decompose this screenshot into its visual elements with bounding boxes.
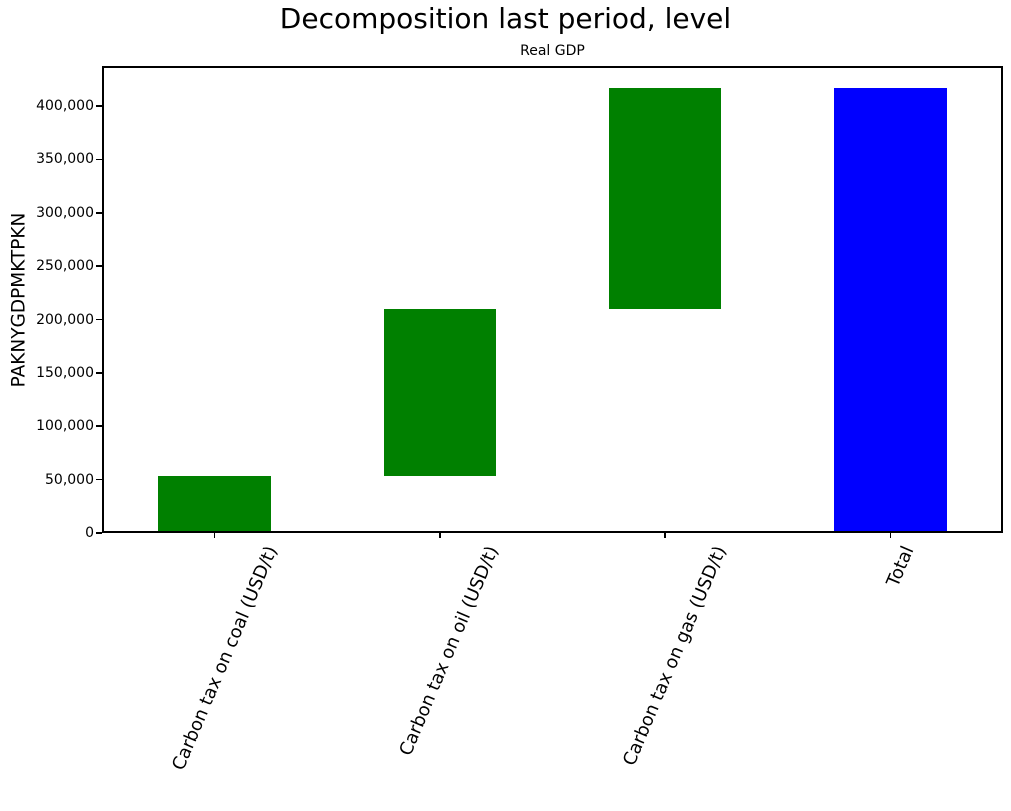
y-tick-label: 400,000 (36, 98, 94, 115)
x-tick-mark (889, 533, 892, 538)
x-tick-mark (439, 533, 441, 538)
x-tick-label-total: Total (882, 543, 918, 590)
chart-title: Decomposition last period, level (279, 2, 732, 35)
y-tick-mark (96, 318, 102, 321)
y-tick-label: 100,000 (36, 418, 94, 435)
y-tick-label: 200,000 (36, 311, 94, 328)
y-tick-mark (96, 158, 102, 161)
x-tick-mark (213, 533, 216, 538)
y-tick-label: 250,000 (36, 258, 94, 275)
y-tick-label: 150,000 (36, 364, 94, 381)
x-tick-mark (664, 533, 666, 538)
y-tick-mark (96, 478, 102, 481)
y-tick-label: 0 (85, 525, 94, 541)
x-tick-label-carbon-tax-on-gas-usd-t: Carbon tax on gas (USD/t) (619, 543, 731, 769)
bar-total (834, 87, 947, 533)
axes-title: Real GDP (520, 43, 585, 59)
x-tick-label-carbon-tax-on-coal-usd-t: Carbon tax on coal (USD/t) (167, 543, 282, 774)
x-tick-label-carbon-tax-on-oil-usd-t: Carbon tax on oil (USD/t) (395, 543, 503, 759)
plot-area (102, 66, 1003, 533)
bar-carbon-tax-on-gas-usd-t (608, 87, 722, 310)
y-tick-mark (96, 105, 102, 107)
y-tick-label: 300,000 (36, 204, 94, 221)
y-tick-label: 50,000 (45, 471, 94, 488)
bar-carbon-tax-on-coal-usd-t (158, 475, 271, 533)
y-tick-mark (96, 372, 102, 374)
y-tick-mark (96, 211, 102, 214)
y-tick-mark (96, 425, 102, 428)
bar-carbon-tax-on-oil-usd-t (383, 309, 497, 476)
y-axis-label: PAKNYGDPMKTPKN (8, 212, 30, 388)
y-tick-mark (96, 532, 102, 534)
y-tick-mark (96, 265, 102, 267)
y-tick-label: 350,000 (36, 151, 94, 168)
